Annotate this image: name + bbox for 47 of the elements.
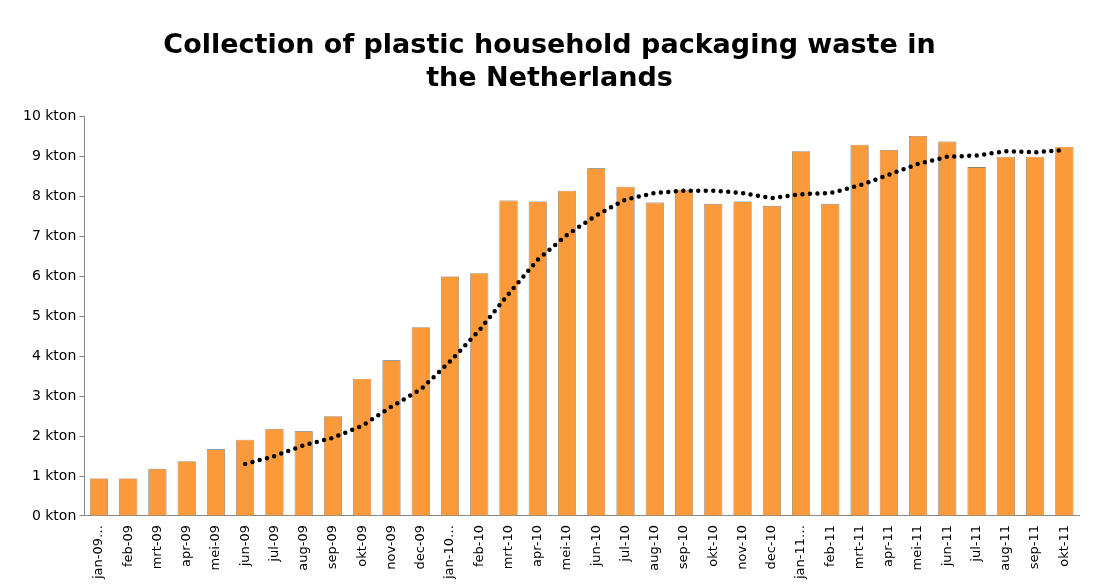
x-tick-label: jul-10 xyxy=(616,524,632,563)
x-tick-label: sep-10 xyxy=(675,524,691,570)
y-tick-label: 8 kton xyxy=(31,187,77,204)
x-tick-label: mei-09 xyxy=(207,524,223,571)
y-tick-label: 4 kton xyxy=(31,346,77,363)
text: Collection of plastic household packaging waste in xyxy=(163,28,936,60)
y-tick-label: 9 kton xyxy=(31,147,77,164)
x-tick-label: sep-11 xyxy=(1026,524,1042,570)
y-tick-label: 0 kton xyxy=(31,506,77,523)
x-tick-label: jul-11 xyxy=(967,524,983,563)
x-tick-label: jun-10 xyxy=(587,524,603,568)
x-tick-label: feb-09 xyxy=(119,524,135,568)
y-tick-label: 3 kton xyxy=(31,386,77,403)
x-tick-label: dec-09 xyxy=(412,524,428,570)
y-tick-label: 5 kton xyxy=(31,307,77,324)
x-tick-label: apr-11 xyxy=(880,524,896,567)
x-tick-label: jun-09 xyxy=(236,524,252,568)
x-tick-label: mei-10 xyxy=(558,524,574,571)
x-tick-label: sep-09 xyxy=(324,524,340,570)
x-tick-label: feb-11 xyxy=(821,524,837,568)
x-tick-label: mrt-09 xyxy=(148,524,164,570)
y-tick-label: 10 kton xyxy=(22,107,77,124)
x-tick-label: mrt-10 xyxy=(499,524,515,570)
x-tick-label: feb-10 xyxy=(470,524,486,568)
y-tick-label: 6 kton xyxy=(31,267,77,284)
x-tick-label: jan-10… xyxy=(441,524,457,581)
x-tick-label: jul-09 xyxy=(265,524,281,563)
x-tick-label: aug-09 xyxy=(295,524,311,571)
x-tick-label: apr-10 xyxy=(529,524,545,567)
x-tick-label: mei-11 xyxy=(909,524,925,571)
x-tick-label: dec-10 xyxy=(763,524,779,570)
x-tick-label: nov-10 xyxy=(733,524,749,570)
y-tick-label: 2 kton xyxy=(31,426,77,443)
x-tick-label: jan-11… xyxy=(792,524,808,581)
x-tick-label: mrt-11 xyxy=(850,524,866,570)
text: the Netherlands xyxy=(426,60,673,92)
x-tick-label: nov-09 xyxy=(382,524,398,570)
x-tick-label: aug-11 xyxy=(997,524,1013,571)
x-tick-label: okt-09 xyxy=(353,524,369,567)
x-tick-label: aug-10 xyxy=(646,524,662,571)
x-tick-label: jan-09… xyxy=(90,524,106,581)
x-tick-label: apr-09 xyxy=(178,524,194,567)
x-tick-label: okt-11 xyxy=(1055,524,1071,567)
x-tick-label: okt-10 xyxy=(704,524,720,567)
y-tick-label: 1 kton xyxy=(31,466,77,483)
y-tick-label: 7 kton xyxy=(31,227,77,244)
x-tick-label: jun-11 xyxy=(938,524,954,568)
